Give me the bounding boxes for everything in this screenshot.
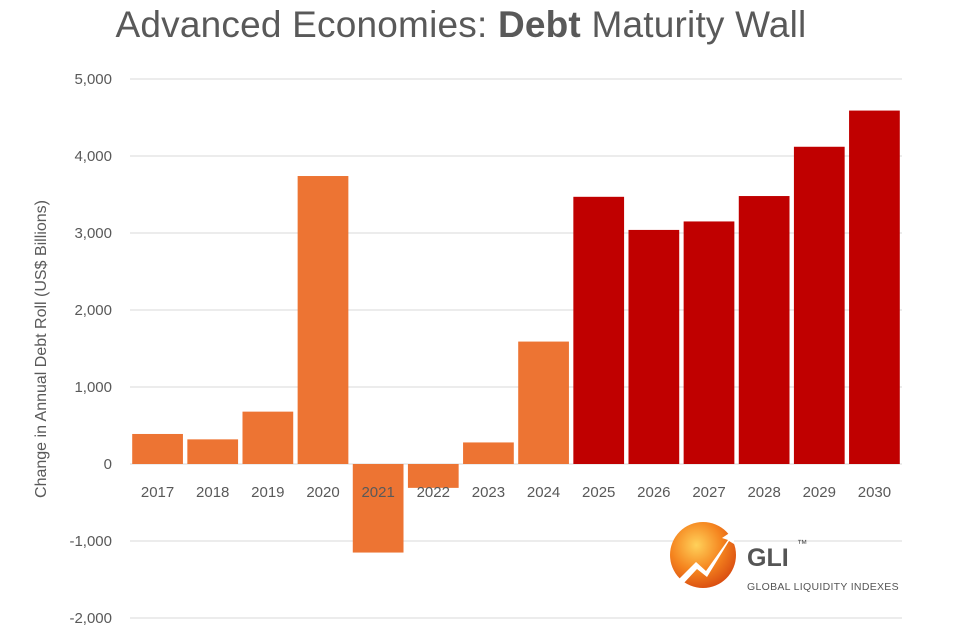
bar-2019 (242, 411, 294, 464)
bars (132, 110, 900, 553)
x-tick-label: 2029 (803, 484, 836, 501)
y-axis-ticks: -2,000 -1,000 0 1,000 2,000 3,000 4,000 5,000 (69, 71, 112, 627)
y-tick-label: 4,000 (74, 148, 112, 165)
bar-2017 (132, 433, 183, 464)
x-tick-label: 2019 (251, 484, 284, 501)
gli-logo: GLI ™ GLOBAL LIQUIDITY INDEXES (670, 522, 899, 593)
x-tick-label: 2021 (361, 484, 394, 501)
x-tick-label: 2020 (306, 484, 339, 501)
x-axis-ticks: 2017 2018 2019 2020 2021 2022 2023 2024 2025 2026… (141, 484, 891, 501)
x-tick-label: 2022 (417, 484, 450, 501)
x-tick-label: 2027 (692, 484, 725, 501)
bar-2028 (738, 196, 790, 465)
y-tick-label: -1,000 (69, 533, 112, 550)
bar-2029 (793, 146, 845, 464)
bar-2024 (518, 341, 569, 464)
logo-name: GLI (747, 544, 789, 572)
y-tick-label: -2,000 (69, 610, 112, 627)
bar-2027 (683, 221, 735, 464)
y-tick-label: 1,000 (74, 379, 112, 396)
x-tick-label: 2028 (747, 484, 780, 501)
bar-2023 (463, 442, 514, 464)
x-tick-label: 2023 (472, 484, 505, 501)
bar-2022 (407, 464, 459, 488)
bar-2021 (352, 464, 404, 553)
title-suffix: Maturity Wall (580, 4, 807, 45)
x-tick-label: 2017 (141, 484, 174, 501)
y-axis-label: Change in Annual Debt Roll (US$ Billions… (33, 200, 50, 498)
y-tick-label: 5,000 (74, 71, 112, 88)
bar-2025 (573, 196, 625, 464)
gli-trend-arrow-icon (678, 530, 734, 584)
bar-2018 (187, 439, 239, 464)
y-tick-label: 2,000 (74, 302, 112, 319)
x-tick-label: 2025 (582, 484, 615, 501)
x-tick-label: 2030 (858, 484, 891, 501)
title-prefix: Advanced Economies: (115, 4, 498, 45)
bar-2020 (297, 176, 349, 464)
bar-2026 (628, 229, 680, 464)
chart-title: Advanced Economies: Debt Maturity Wall (0, 4, 922, 46)
x-tick-label: 2018 (196, 484, 229, 501)
x-tick-label: 2026 (637, 484, 670, 501)
logo-trademark: ™ (797, 538, 808, 550)
y-tick-label: 0 (104, 456, 112, 473)
logo-tagline: GLOBAL LIQUIDITY INDEXES (747, 581, 899, 593)
bar-2030 (849, 110, 900, 464)
title-bold: Debt (497, 4, 581, 45)
x-tick-label: 2024 (527, 484, 560, 501)
y-tick-label: 3,000 (74, 225, 112, 242)
